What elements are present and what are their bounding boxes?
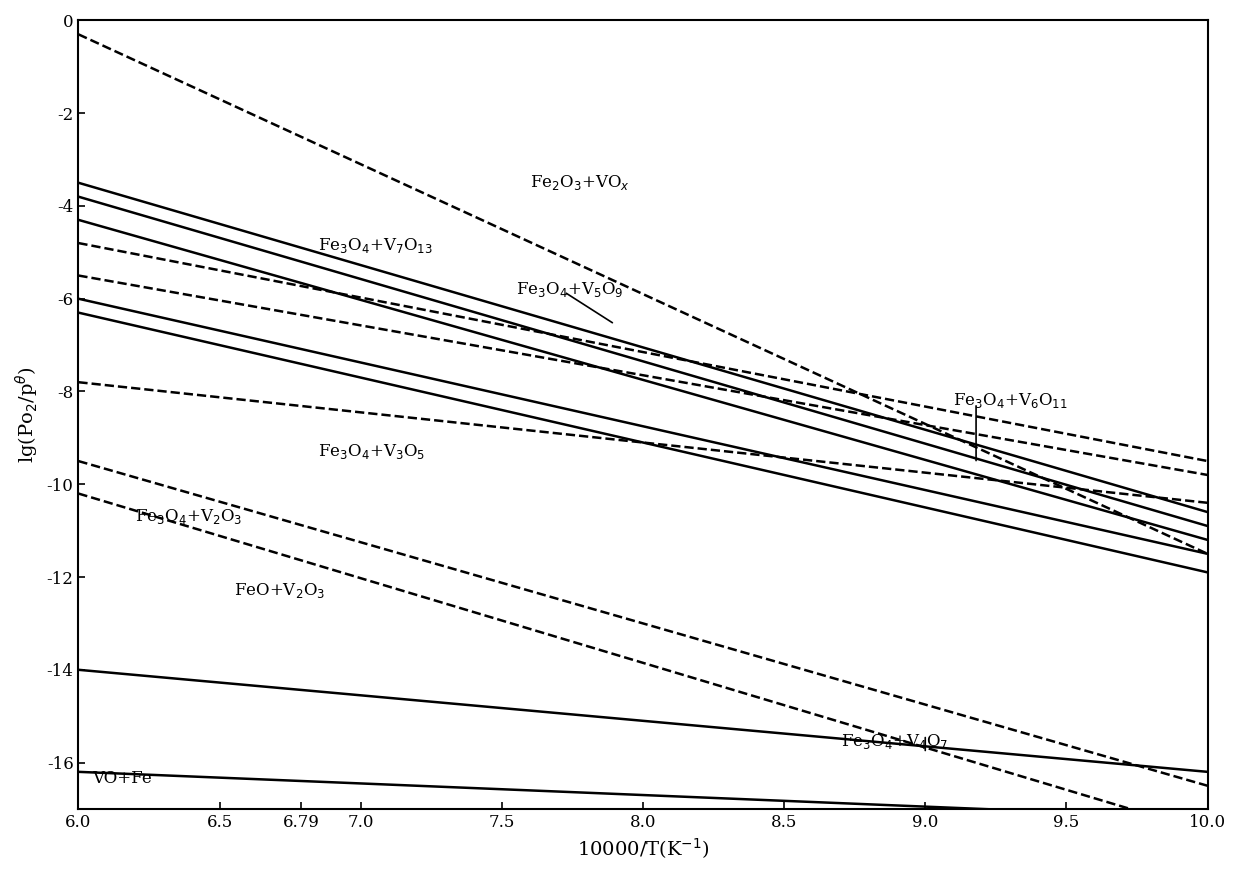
Y-axis label: lg(Po$_2$/p$^\theta$): lg(Po$_2$/p$^\theta$) xyxy=(14,367,41,463)
Text: Fe$_3$O$_4$+V$_6$O$_{11}$: Fe$_3$O$_4$+V$_6$O$_{11}$ xyxy=(954,391,1068,410)
Text: Fe$_3$O$_4$+V$_2$O$_3$: Fe$_3$O$_4$+V$_2$O$_3$ xyxy=(135,507,242,526)
Text: Fe$_3$O$_4$+V$_5$O$_9$: Fe$_3$O$_4$+V$_5$O$_9$ xyxy=(516,280,624,299)
Text: Fe$_3$O$_4$+V$_3$O$_5$: Fe$_3$O$_4$+V$_3$O$_5$ xyxy=(319,442,425,461)
X-axis label: 10000/T(K$^{-1}$): 10000/T(K$^{-1}$) xyxy=(577,836,709,861)
Text: Fe$_3$O$_4$+V$_7$O$_{13}$: Fe$_3$O$_4$+V$_7$O$_{13}$ xyxy=(319,236,433,255)
Text: FeO+V$_2$O$_3$: FeO+V$_2$O$_3$ xyxy=(233,581,325,600)
Text: VO+Fe: VO+Fe xyxy=(93,770,153,788)
Text: Fe$_2$O$_3$+VO$_x$: Fe$_2$O$_3$+VO$_x$ xyxy=(529,173,630,192)
Text: Fe$_3$O$_4$+V$_4$O$_7$: Fe$_3$O$_4$+V$_4$O$_7$ xyxy=(841,732,949,752)
